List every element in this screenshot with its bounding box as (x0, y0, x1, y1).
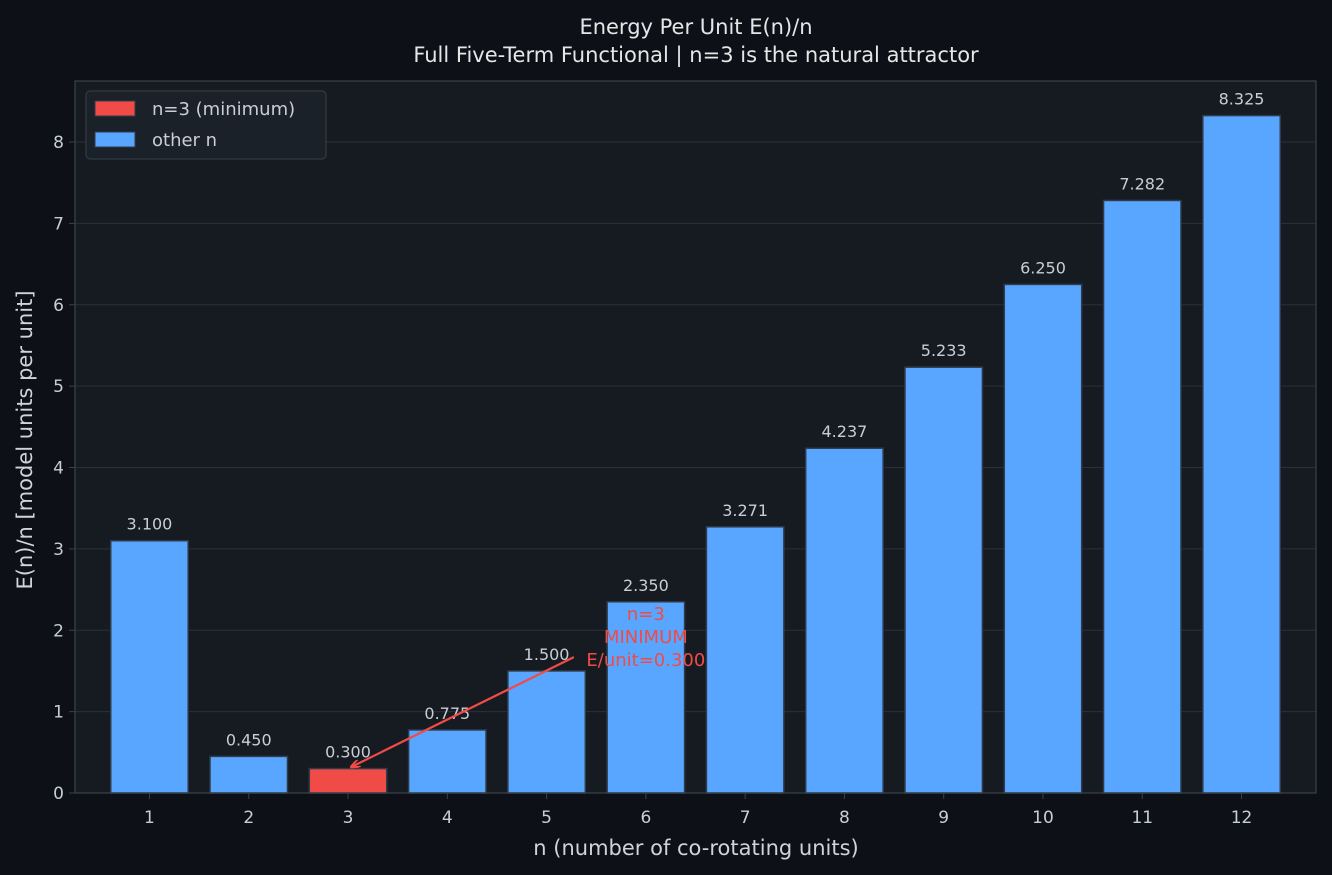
bar (1003, 283, 1083, 794)
bar (109, 539, 189, 794)
y-tick-label: 8 (53, 133, 64, 153)
bar (606, 601, 686, 794)
bar-value-label: 8.325 (1219, 90, 1265, 109)
bar-value-label: 3.271 (722, 501, 768, 520)
legend: n=3 (minimum) other n (85, 90, 327, 160)
x-tick-label: 3 (343, 808, 354, 828)
plot-area: 0123456783.1000.4500.3000.7751.5002.3503… (53, 80, 1317, 828)
bar (1102, 199, 1182, 794)
x-axis-label: n (number of co-rotating units) (533, 836, 858, 860)
bar (904, 366, 984, 794)
bar (407, 729, 487, 794)
chart-subtitle: Full Five-Term Functional | n=3 is the n… (413, 43, 979, 68)
y-tick-label: 5 (53, 377, 64, 397)
x-tick-label: 7 (740, 808, 751, 828)
x-tick-label: 4 (442, 808, 453, 828)
bar-value-label: 0.450 (226, 730, 272, 749)
x-tick-label: 8 (839, 808, 850, 828)
y-axis-label: E(n)/n [model units per unit] (13, 290, 37, 589)
bar (1202, 114, 1282, 794)
y-tick-label: 6 (53, 296, 64, 316)
x-tick-label: 1 (144, 808, 155, 828)
y-tick-label: 7 (53, 214, 64, 234)
chart-title: Energy Per Unit E(n)/n (579, 15, 812, 39)
annotation-text-line: E/unit=0.300 (586, 650, 705, 671)
x-tick-label: 10 (1032, 808, 1054, 828)
legend-label: n=3 (minimum) (152, 99, 295, 120)
bar-value-label: 7.282 (1119, 174, 1165, 193)
bar-value-label: 1.500 (524, 645, 570, 664)
x-tick-label: 2 (243, 808, 254, 828)
legend-swatch (94, 131, 136, 148)
bar-value-label: 4.237 (822, 422, 868, 441)
annotation-text-line: n=3 (627, 604, 665, 625)
bar (804, 447, 884, 794)
x-tick-label: 6 (640, 808, 651, 828)
x-tick-label: 12 (1231, 808, 1253, 828)
bar-value-label: 5.233 (921, 341, 967, 360)
y-tick-label: 0 (53, 784, 64, 804)
y-tick-label: 1 (53, 703, 64, 723)
bar (209, 755, 289, 794)
y-tick-label: 3 (53, 540, 64, 560)
legend-swatch (94, 100, 136, 117)
legend-box (85, 90, 327, 160)
bar (705, 526, 785, 794)
bar-value-label: 2.350 (623, 576, 669, 595)
y-tick-label: 2 (53, 621, 64, 641)
x-tick-label: 9 (938, 808, 949, 828)
legend-label: other n (152, 130, 217, 151)
annotation-text-line: MINIMUM (604, 627, 688, 648)
bar-value-label: 0.300 (325, 743, 371, 762)
bar-value-label: 0.775 (424, 704, 470, 723)
bar-value-label: 3.100 (127, 515, 173, 534)
x-tick-label: 5 (541, 808, 552, 828)
annotation-arrow (352, 656, 575, 766)
plot-frame (74, 80, 1317, 794)
y-tick-label: 4 (53, 459, 64, 479)
bar-value-label: 6.250 (1020, 258, 1066, 277)
bar (507, 670, 587, 794)
bar (308, 767, 388, 794)
x-tick-label: 11 (1131, 808, 1153, 828)
